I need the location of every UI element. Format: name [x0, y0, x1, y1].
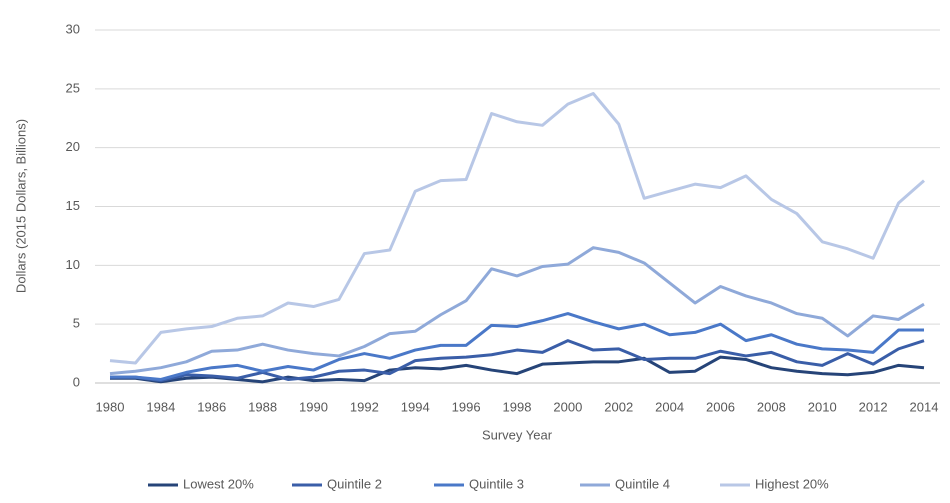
y-tick-label: 0	[73, 374, 80, 389]
series-line	[110, 312, 924, 381]
x-tick-label: 1996	[452, 399, 481, 414]
y-tick-label: 10	[66, 257, 80, 272]
x-tick-label: 1980	[96, 399, 125, 414]
y-tick-label: 5	[73, 316, 80, 331]
legend-label: Quintile 4	[615, 476, 670, 491]
series-line	[109, 92, 925, 365]
y-tick-label: 15	[66, 198, 80, 213]
x-tick-label: 1990	[299, 399, 328, 414]
x-tick-label: 1994	[401, 399, 430, 414]
x-tick-label: 2006	[706, 399, 735, 414]
series-line	[110, 355, 925, 384]
legend-label: Highest 20%	[755, 476, 829, 491]
x-tick-label: 2002	[604, 399, 633, 414]
legend-label: Lowest 20%	[183, 476, 254, 491]
series-line	[110, 339, 925, 383]
x-tick-label: 1986	[197, 399, 226, 414]
x-tick-label: 2012	[859, 399, 888, 414]
y-tick-label: 30	[66, 21, 80, 36]
x-tick-label: 2008	[757, 399, 786, 414]
y-axis-title: Dollars (2015 Dollars, Billions)	[13, 119, 28, 293]
y-tick-label: 25	[66, 80, 80, 95]
x-tick-label: 1988	[248, 399, 277, 414]
y-tick-label: 20	[66, 139, 80, 154]
x-tick-label: 1992	[350, 399, 379, 414]
series-line	[109, 246, 925, 376]
legend-label: Quintile 2	[327, 476, 382, 491]
legend-label: Quintile 3	[469, 476, 524, 491]
x-tick-label: 1984	[146, 399, 175, 414]
x-tick-label: 2004	[655, 399, 684, 414]
x-tick-label: 1998	[503, 399, 532, 414]
x-tick-label: 2010	[808, 399, 837, 414]
x-tick-label: 2000	[553, 399, 582, 414]
x-tick-label: 2014	[910, 399, 939, 414]
x-axis-title: Survey Year	[482, 427, 553, 442]
